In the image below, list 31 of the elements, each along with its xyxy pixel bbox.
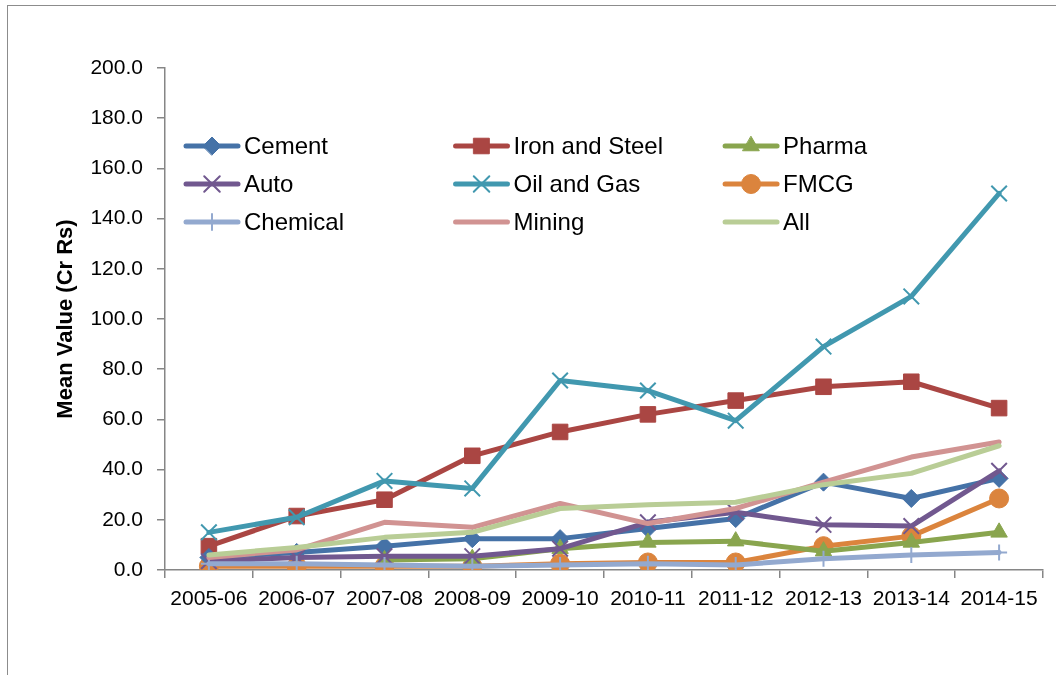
y-tick-label: 80.0 bbox=[102, 356, 143, 379]
legend-label: Pharma bbox=[783, 131, 868, 159]
y-axis-title: Mean Value (Cr Rs) bbox=[52, 219, 78, 419]
y-tick-label: 180.0 bbox=[90, 105, 143, 128]
y-tick-label: 200.0 bbox=[90, 54, 143, 78]
legend-label: Oil and Gas bbox=[513, 169, 641, 197]
y-tick-label: 0.0 bbox=[113, 556, 143, 580]
x-tick-label: 2012-13 bbox=[784, 586, 863, 610]
legend-label: Auto bbox=[244, 169, 294, 197]
x-tick-label: 2005-06 bbox=[170, 586, 248, 610]
x-tick-label: 2007-08 bbox=[345, 586, 424, 610]
legend-label: Cement bbox=[244, 131, 329, 159]
x-tick-label: 2009-10 bbox=[521, 586, 599, 610]
y-tick-label: 100.0 bbox=[90, 305, 143, 329]
y-tick-label: 120.0 bbox=[90, 255, 143, 279]
y-tick-label: 60.0 bbox=[102, 406, 143, 430]
legend-label: Mining bbox=[513, 207, 585, 235]
y-tick-label: 140.0 bbox=[90, 205, 143, 229]
x-tick-label: 2014-15 bbox=[960, 586, 1038, 610]
legend-label: All bbox=[783, 207, 810, 235]
y-tick-label: 160.0 bbox=[90, 155, 143, 179]
x-tick-label: 2006-07 bbox=[258, 586, 336, 610]
y-tick-label: 20.0 bbox=[102, 506, 143, 530]
legend-label: FMCG bbox=[783, 169, 854, 197]
x-tick-label: 2008-09 bbox=[433, 586, 511, 610]
legend-label: Iron and Steel bbox=[513, 131, 663, 159]
x-tick-label: 2011-12 bbox=[697, 586, 774, 610]
y-tick-label: 40.0 bbox=[102, 456, 143, 480]
x-tick-label: 2013-14 bbox=[872, 586, 951, 610]
legend-label: Chemical bbox=[244, 207, 345, 235]
x-tick-label: 2010-11 bbox=[610, 586, 686, 610]
